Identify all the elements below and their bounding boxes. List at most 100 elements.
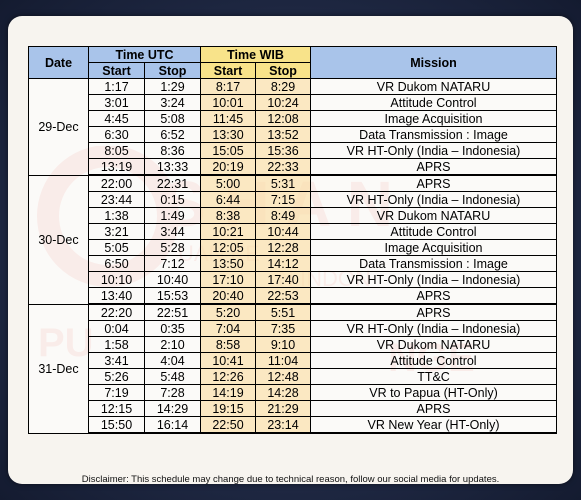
- mission-cell: APRS: [310, 400, 558, 417]
- wib-start-cell: 6:44: [200, 191, 256, 208]
- header-utc-start: Start: [88, 62, 145, 79]
- wib-stop-cell: 11:04: [254, 352, 312, 369]
- wib-start-cell: 17:10: [200, 271, 256, 288]
- wib-start-cell: 20:40: [200, 287, 256, 305]
- table-row: 6:50 7:12 13:50 14:12 Data Transmission …: [29, 255, 558, 272]
- wib-stop-cell: 8:29: [254, 78, 312, 95]
- wib-start-cell: 8:38: [200, 207, 256, 224]
- wib-start-cell: 20:19: [200, 158, 256, 176]
- wib-start-cell: 13:50: [200, 255, 256, 272]
- table-row: 10:10 10:40 17:10 17:40 VR HT-Only (Indi…: [29, 271, 558, 288]
- table-row: 31-Dec 22:20 22:51 5:20 5:51 APRS: [28, 303, 558, 434]
- wib-start-cell: 15:05: [200, 142, 256, 159]
- wib-stop-cell: 12:28: [254, 239, 312, 256]
- wib-stop-cell: 23:14: [254, 416, 312, 434]
- wib-stop-cell: 17:40: [254, 271, 312, 288]
- schedule-table: Date Time UTC Time WIB Mission Start Sto…: [28, 46, 558, 434]
- table-row: 1:38 1:49 8:38 8:49 VR Dukom NATARU: [29, 207, 558, 224]
- utc-start-cell: 10:10: [88, 271, 145, 288]
- utc-start-cell: 8:05: [88, 142, 145, 159]
- utc-stop-cell: 4:04: [144, 352, 201, 369]
- table-row: 12:15 14:29 19:15 21:29 APRS: [29, 400, 558, 417]
- table-row: 8:05 8:36 15:05 15:36 VR HT-Only (India …: [29, 142, 558, 159]
- wib-start-cell: 11:45: [200, 110, 256, 127]
- mission-cell: Image Acquisition: [310, 239, 558, 256]
- table-row: 13:19 13:33 20:19 22:33 APRS: [29, 158, 558, 176]
- utc-start-cell: 13:40: [88, 287, 145, 305]
- wib-stop-cell: 7:15: [254, 191, 312, 208]
- wib-start-cell: 8:58: [200, 336, 256, 353]
- utc-start-cell: 1:17: [88, 78, 145, 95]
- mission-cell: VR Dukom NATARU: [310, 336, 558, 353]
- table-row: 4:45 5:08 11:45 12:08 Image Acquisition: [29, 110, 558, 127]
- mission-cell: Attitude Control: [310, 223, 558, 240]
- table-row: 3:21 3:44 10:21 10:44 Attitude Control: [29, 223, 558, 240]
- utc-stop-cell: 16:14: [144, 416, 201, 434]
- wib-stop-cell: 15:36: [254, 142, 312, 159]
- wib-stop-cell: 12:48: [254, 368, 312, 385]
- mission-cell: APRS: [310, 158, 558, 176]
- wib-stop-cell: 14:12: [254, 255, 312, 272]
- mission-cell: Attitude Control: [310, 94, 558, 111]
- mission-cell: Data Transmission : Image: [310, 126, 558, 143]
- mission-cell: VR HT-Only (India – Indonesia): [310, 271, 558, 288]
- wib-stop-cell: 5:31: [254, 174, 312, 192]
- table-row: 1:58 2:10 8:58 9:10 VR Dukom NATARU: [29, 336, 558, 353]
- utc-stop-cell: 22:31: [144, 174, 201, 192]
- utc-stop-cell: 15:53: [144, 287, 201, 305]
- utc-start-cell: 4:45: [88, 110, 145, 127]
- header-wib-start: Start: [200, 62, 256, 79]
- day-group-30-dec: 30-Dec 22:00 22:31 5:00 5:31 APRS 23:44 …: [28, 174, 558, 305]
- utc-stop-cell: 5:08: [144, 110, 201, 127]
- wib-stop-cell: 13:52: [254, 126, 312, 143]
- wib-start-cell: 10:01: [200, 94, 256, 111]
- day-group-31-dec: 31-Dec 22:20 22:51 5:20 5:51 APRS 0:04 0…: [28, 303, 558, 434]
- table-row: 5:05 5:28 12:05 12:28 Image Acquisition: [29, 239, 558, 256]
- wib-start-cell: 13:30: [200, 126, 256, 143]
- utc-start-cell: 3:01: [88, 94, 145, 111]
- wib-start-cell: 22:50: [200, 416, 256, 434]
- utc-stop-cell: 8:36: [144, 142, 201, 159]
- mission-cell: TT&C: [310, 368, 558, 385]
- utc-stop-cell: 7:28: [144, 384, 201, 401]
- wib-start-cell: 5:20: [200, 303, 256, 321]
- disclaimer-text: Disclaimer: This schedule may change due…: [81, 474, 500, 485]
- utc-start-cell: 5:26: [88, 368, 145, 385]
- utc-stop-cell: 3:24: [144, 94, 201, 111]
- mission-cell: VR to Papua (HT-Only): [310, 384, 558, 401]
- wib-start-cell: 10:21: [200, 223, 256, 240]
- day-group-29-dec: 29-Dec 1:17 1:29 8:17 8:29 VR Dukom NATA…: [28, 78, 558, 176]
- utc-stop-cell: 22:51: [144, 303, 201, 321]
- utc-start-cell: 6:50: [88, 255, 145, 272]
- table-row: 3:01 3:24 10:01 10:24 Attitude Control: [29, 94, 558, 111]
- utc-start-cell: 6:30: [88, 126, 145, 143]
- wib-stop-cell: 14:28: [254, 384, 312, 401]
- utc-start-cell: 22:00: [88, 174, 145, 192]
- utc-stop-cell: 6:52: [144, 126, 201, 143]
- utc-start-cell: 3:41: [88, 352, 145, 369]
- mission-cell: VR HT-Only (India – Indonesia): [310, 320, 558, 337]
- utc-stop-cell: 0:15: [144, 191, 201, 208]
- utc-stop-cell: 3:44: [144, 223, 201, 240]
- utc-start-cell: 1:58: [88, 336, 145, 353]
- mission-cell: Data Transmission : Image: [310, 255, 558, 272]
- utc-start-cell: 3:21: [88, 223, 145, 240]
- date-cell: 31-Dec: [28, 303, 89, 434]
- wib-stop-cell: 7:35: [254, 320, 312, 337]
- wib-stop-cell: 5:51: [254, 303, 312, 321]
- table-row: 30-Dec 22:00 22:31 5:00 5:31 APRS: [28, 174, 558, 305]
- table-row: 0:04 0:35 7:04 7:35 VR HT-Only (India – …: [29, 320, 558, 337]
- utc-start-cell: 0:04: [88, 320, 145, 337]
- header-wib-stop: Stop: [254, 62, 312, 79]
- wib-stop-cell: 22:53: [254, 287, 312, 305]
- wib-start-cell: 7:04: [200, 320, 256, 337]
- table-row: 23:44 0:15 6:44 7:15 VR HT-Only (India –…: [29, 191, 558, 208]
- wib-start-cell: 12:26: [200, 368, 256, 385]
- table-row: 3:41 4:04 10:41 11:04 Attitude Control: [29, 352, 558, 369]
- utc-start-cell: 5:05: [88, 239, 145, 256]
- table-row: 29-Dec 1:17 1:29 8:17 8:29 VR Dukom NATA…: [28, 78, 558, 176]
- table-row: 13:40 15:53 20:40 22:53 APRS: [29, 287, 558, 305]
- wib-stop-cell: 21:29: [254, 400, 312, 417]
- header-time-wib: Time WIB: [199, 46, 312, 63]
- utc-start-cell: 1:38: [88, 207, 145, 224]
